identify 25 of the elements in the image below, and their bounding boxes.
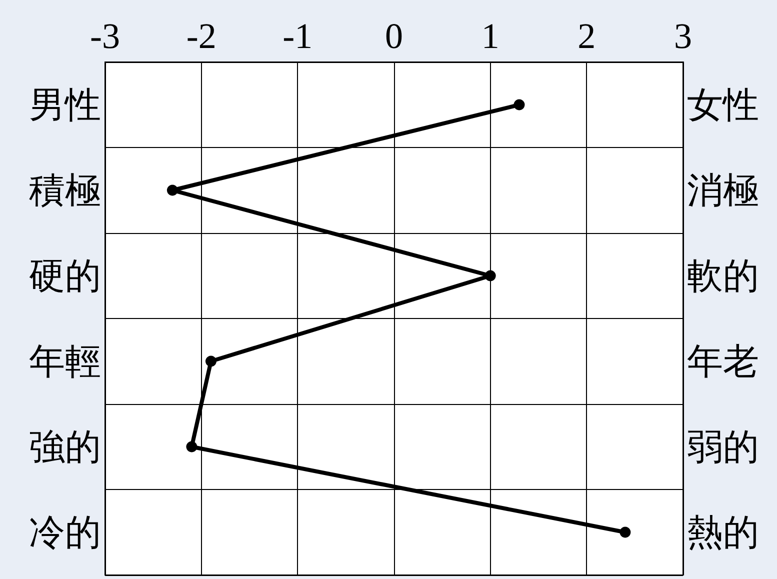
point [205, 356, 216, 367]
y-tick-label: 硬的 [29, 256, 101, 296]
y-tick-label: 男性 [29, 84, 101, 125]
y-tick-label: 積極 [29, 170, 101, 210]
y-tick-label: 年輕 [29, 341, 101, 382]
x-tick-label: 0 [385, 16, 403, 56]
x-tick-label: 3 [674, 16, 692, 56]
x-tick-label: 2 [578, 16, 596, 56]
y2-tick-label: 弱的 [687, 426, 759, 467]
point [484, 270, 496, 282]
y2-tick-label: 消極 [687, 170, 759, 210]
y2-tick-label: 熱的 [687, 512, 759, 552]
x-tick-label: -2 [186, 16, 216, 56]
y-tick-label: 冷的 [29, 512, 101, 552]
x-tick-label: -1 [282, 16, 313, 56]
y2-tick-label: 軟的 [687, 256, 759, 296]
y-tick-label: 強的 [29, 426, 101, 467]
point [166, 184, 178, 196]
point [620, 526, 631, 538]
point [186, 441, 198, 452]
y2-tick-label: 女性 [687, 84, 759, 125]
point [514, 99, 525, 110]
y2-tick-label: 年老 [687, 341, 759, 382]
x-tick-label: 1 [481, 16, 500, 56]
x-tick-label: -3 [90, 16, 120, 56]
